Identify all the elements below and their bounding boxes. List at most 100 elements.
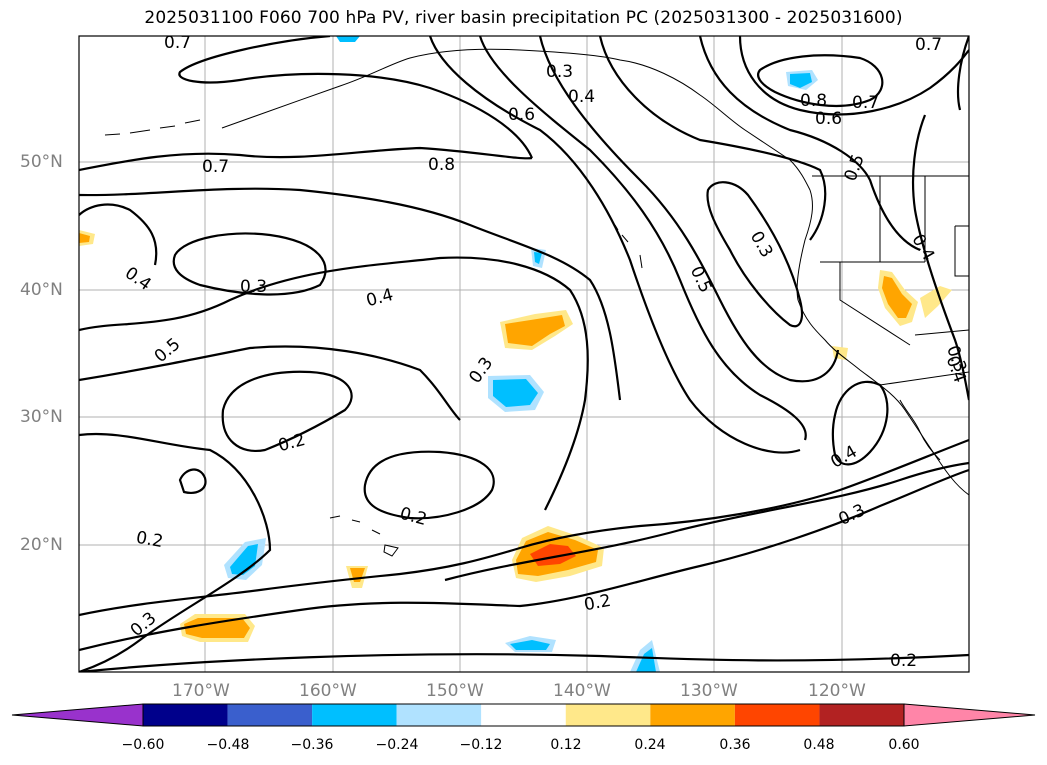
lat-label-40n: 40°N	[20, 280, 63, 300]
colorbar-segment	[396, 704, 482, 726]
pv-contour	[172, 232, 327, 296]
map-frame	[78, 35, 970, 673]
colorbar-segment	[143, 704, 228, 726]
contour-label: 0.3	[546, 62, 573, 82]
inset-box	[954, 225, 969, 277]
pv-contour	[598, 36, 827, 241]
colorbar-segment	[312, 704, 397, 726]
colorbar-extend-low	[11, 703, 144, 727]
precip-negative-area	[493, 379, 538, 407]
precip-positive-area	[530, 544, 576, 566]
pv-contour	[428, 36, 801, 454]
contour-label: 0.4	[568, 87, 595, 107]
contour-label: 0.6	[508, 105, 535, 125]
lat-label-30n: 30°N	[20, 407, 63, 427]
colorbar-tick-label: −0.24	[375, 737, 419, 753]
contour-label: 0.7	[915, 35, 942, 55]
colorbar-extend-high	[903, 703, 1036, 727]
precip-positive-area	[184, 618, 250, 638]
hawaii-islands	[329, 515, 399, 557]
pv-contour	[79, 345, 461, 421]
colorbar-tick-label: −0.48	[206, 737, 250, 753]
lon-label-160w: 160°W	[299, 681, 357, 701]
colorbar-outline	[142, 703, 905, 727]
precip-positive-area	[882, 276, 912, 318]
contour-label: 0.4	[907, 231, 938, 264]
contour-label: 0.2	[582, 591, 612, 615]
lat-label-20n: 20°N	[20, 535, 63, 555]
lon-label-170w: 170°W	[172, 681, 230, 701]
pv-contour	[831, 380, 889, 466]
nevada-border	[914, 329, 969, 336]
contour-label: 0.2	[398, 504, 429, 530]
contour-label: 0.4	[364, 285, 395, 311]
colorbar-tick-label: 0.48	[803, 737, 835, 753]
pv-contour	[478, 36, 807, 441]
pv-contour	[79, 187, 622, 401]
contour-label: 0.8	[800, 91, 827, 111]
lon-label-130w: 130°W	[680, 681, 738, 701]
pv-contour	[178, 36, 534, 159]
pv-contours	[79, 36, 969, 672]
precip-positive-area	[920, 286, 952, 318]
contour-label: 0.3	[240, 277, 267, 297]
pv-contour	[956, 36, 969, 111]
contour-label: 0.2	[890, 651, 917, 671]
colorbar-segment	[819, 704, 904, 726]
pv-contour	[79, 146, 533, 172]
aleutian-islands	[104, 119, 201, 136]
pv-contour	[178, 468, 207, 494]
colorbar-tick-label: −0.12	[459, 737, 503, 753]
state-borders	[820, 176, 926, 346]
contour-label: 0.6	[815, 109, 842, 129]
precip-positive-area	[832, 346, 848, 360]
lat-label-50n: 50°N	[20, 152, 63, 172]
pv-contour	[363, 450, 495, 520]
baja-coast	[899, 399, 941, 461]
coastlines	[104, 48, 969, 557]
contour-label: 0.2	[276, 430, 307, 456]
pv-contour	[444, 461, 969, 582]
colorbar-tick-label: −0.36	[290, 737, 334, 753]
colorbar-segment	[650, 704, 735, 726]
lon-label-150w: 150°W	[426, 681, 484, 701]
colorbar-tick-label: 0.60	[888, 737, 920, 753]
pv-contour	[738, 36, 969, 116]
mexico-border	[879, 371, 969, 386]
pv-contour	[698, 36, 921, 252]
colorbar-tick-label: 0.12	[550, 737, 582, 753]
contour-label: 0.5	[841, 152, 869, 184]
colorbar-segment	[734, 704, 820, 726]
contour-label: 0.3	[836, 500, 869, 530]
pv-contour	[79, 203, 158, 266]
precip-positive-area	[79, 233, 90, 243]
precip-positive-area	[505, 315, 565, 346]
contour-label: 0.7	[164, 33, 191, 53]
lon-label-140w: 140°W	[553, 681, 611, 701]
pv-contour	[79, 653, 969, 672]
colorbar-segment	[565, 704, 651, 726]
colorbar	[11, 703, 1036, 727]
contour-label: 0.5	[686, 263, 716, 296]
colorbar-segment	[481, 704, 566, 726]
map-title: 2025031100 F060 700 hPa PV, river basin …	[144, 8, 903, 28]
contour-label: 0.3	[127, 608, 161, 641]
alaska-coast	[221, 48, 811, 191]
precip-negative-area	[636, 648, 656, 672]
pv-contour	[911, 114, 969, 401]
contour-label: 0.2	[134, 528, 164, 552]
pv-contour	[79, 432, 272, 672]
colorbar-tick-label: −0.60	[121, 737, 165, 753]
contour-label: 0.7	[202, 157, 229, 177]
pv-contour	[538, 36, 840, 383]
contour-label: 0.8	[428, 155, 455, 175]
colorbar-tick-label: 0.24	[634, 737, 666, 753]
pv-contour	[79, 256, 589, 511]
pv-contour	[757, 54, 884, 108]
precip-negative-area	[510, 640, 550, 650]
precip-negative-area	[790, 73, 812, 88]
colorbar-segment	[227, 704, 313, 726]
pv-contour	[79, 438, 969, 617]
contour-label: 0.7	[852, 93, 879, 113]
precip-shading	[79, 36, 952, 672]
